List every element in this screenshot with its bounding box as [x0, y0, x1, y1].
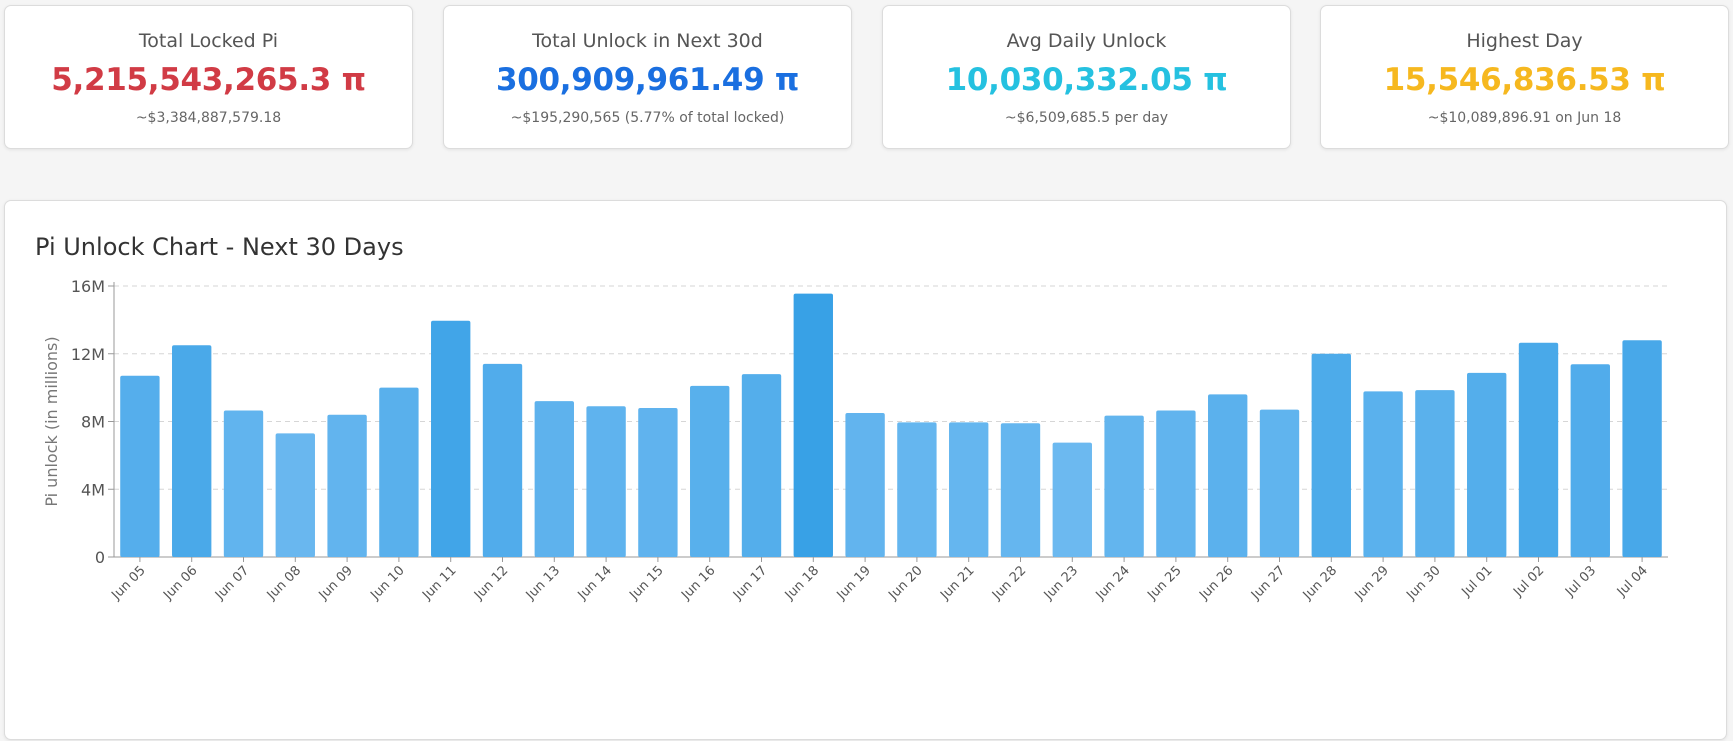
chart-title: Pi Unlock Chart - Next 30 Days: [35, 233, 404, 261]
bar-jun-18: [793, 293, 833, 557]
bar-jun-07: [223, 410, 264, 557]
bar-jun-17: [741, 374, 782, 557]
bar-jun-29: [1363, 391, 1403, 557]
bar-jun-27: [1259, 409, 1300, 557]
x-tick-label: Jun 26: [1196, 563, 1236, 603]
bar-jun-06: [172, 345, 212, 557]
y-tick-label: 4M: [81, 480, 105, 499]
unlock-bar-chart: 0 4M 8M 12M 16M Pi unlock (in millions) Jun 05…: [42, 277, 1668, 604]
bar-jun-24: [1104, 415, 1144, 557]
x-tick-label: Jun 11: [419, 563, 459, 603]
bar-jun-21: [949, 422, 989, 557]
bar-jul-02: [1518, 342, 1559, 557]
stat-value: 10,030,332.05 π: [945, 62, 1228, 98]
x-tick-label: Jun 17: [730, 563, 770, 603]
y-tick-label: 0: [95, 548, 105, 567]
bar-jun-13: [534, 401, 574, 557]
x-tick-label: Jun 05: [108, 563, 148, 603]
x-tick-label: Jul 01: [1459, 563, 1496, 600]
bar-jun-23: [1052, 442, 1092, 557]
x-tick-label: Jun 30: [1403, 563, 1443, 603]
x-tick-label: Jun 29: [1352, 563, 1392, 603]
stats-row: Total Locked Pi 5,215,543,265.3 π ~$3,38…: [0, 0, 1733, 150]
bar-jun-14: [586, 406, 626, 557]
stat-card-highest-day: Highest Day 15,546,836.53 π ~$10,089,896…: [1320, 5, 1729, 149]
stat-subtext: ~$3,384,887,579.18: [135, 110, 282, 126]
y-tick-label: 8M: [81, 413, 105, 432]
bar-jun-25: [1156, 410, 1196, 557]
stat-value: 5,215,543,265.3 π: [51, 62, 366, 98]
bar-jul-01: [1467, 372, 1507, 557]
x-tick-label: Jul 02: [1510, 563, 1547, 600]
x-tick-label: Jun 18: [782, 563, 822, 603]
x-tick-label: Jun 22: [989, 563, 1029, 603]
x-tick-label: Jun 09: [316, 563, 356, 603]
stat-value: 300,909,961.49 π: [495, 62, 800, 98]
bar-jun-19: [845, 413, 885, 557]
bar-jun-05: [120, 375, 160, 557]
bar-jul-04: [1622, 340, 1662, 557]
x-tick-label: Jun 14: [575, 563, 615, 603]
stat-card-avg-daily-unlock: Avg Daily Unlock 10,030,332.05 π ~$6,509…: [882, 5, 1291, 149]
y-tick-label: 12M: [71, 345, 105, 364]
x-tick-label: Jun 10: [367, 563, 407, 603]
x-tick-label: Jun 16: [678, 563, 718, 603]
x-tick-label: Jun 19: [834, 563, 874, 603]
stat-subtext: ~$6,509,685.5 per day: [1004, 110, 1169, 126]
stat-subtext: ~$195,290,565 (5.77% of total locked): [510, 110, 785, 126]
bar-jun-15: [638, 407, 678, 557]
stat-title: Highest Day: [1466, 30, 1583, 52]
x-tick-label: Jun 24: [1093, 563, 1133, 603]
bar-jun-28: [1311, 353, 1351, 557]
bar-jun-20: [897, 422, 937, 557]
x-tick-label: Jun 15: [626, 563, 666, 603]
bar-jun-26: [1208, 394, 1248, 557]
x-tick-label: Jun 08: [264, 563, 304, 603]
stat-subtext: ~$10,089,896.91 on Jun 18: [1427, 110, 1622, 126]
chart-card: Pi Unlock Chart - Next 30 Days 0 4M 8M 12M 1…: [4, 200, 1727, 740]
x-tick-label: Jun 27: [1248, 563, 1288, 603]
bar-jun-12: [482, 363, 523, 557]
stat-title: Avg Daily Unlock: [1006, 30, 1167, 52]
stat-title: Total Unlock in Next 30d: [532, 30, 763, 52]
x-tick-label: Jun 07: [212, 563, 252, 603]
x-tick-label: Jun 12: [471, 563, 511, 603]
x-tick-label: Jun 23: [1041, 563, 1081, 603]
x-tick-label: Jun 21: [937, 563, 977, 603]
stat-card-total-unlock-30d: Total Unlock in Next 30d 300,909,961.49 …: [443, 5, 852, 149]
y-axis-label: Pi unlock (in millions): [42, 336, 61, 506]
bar-jun-30: [1415, 390, 1455, 557]
bar-jun-08: [275, 433, 315, 557]
x-tick-label: Jul 03: [1562, 563, 1599, 600]
x-tick-label: Jun 25: [1144, 563, 1184, 603]
bar-jun-22: [1000, 423, 1041, 557]
bar-jun-11: [431, 320, 471, 557]
x-tick-label: Jun 13: [523, 563, 563, 603]
stat-value: 15,546,836.53 π: [1383, 62, 1666, 98]
bar-jul-03: [1570, 364, 1610, 557]
stat-title: Total Locked Pi: [138, 30, 279, 52]
bar-jun-16: [690, 385, 730, 557]
bar-jun-10: [379, 387, 419, 557]
x-tick-label: Jun 06: [160, 563, 200, 603]
x-tick-label: Jul 04: [1614, 563, 1651, 600]
x-tick-label: Jun 20: [885, 563, 925, 603]
bar-jun-09: [327, 414, 367, 557]
stat-card-total-locked: Total Locked Pi 5,215,543,265.3 π ~$3,38…: [4, 5, 413, 149]
x-tick-label: Jun 28: [1300, 563, 1340, 603]
y-tick-label: 16M: [71, 277, 105, 296]
